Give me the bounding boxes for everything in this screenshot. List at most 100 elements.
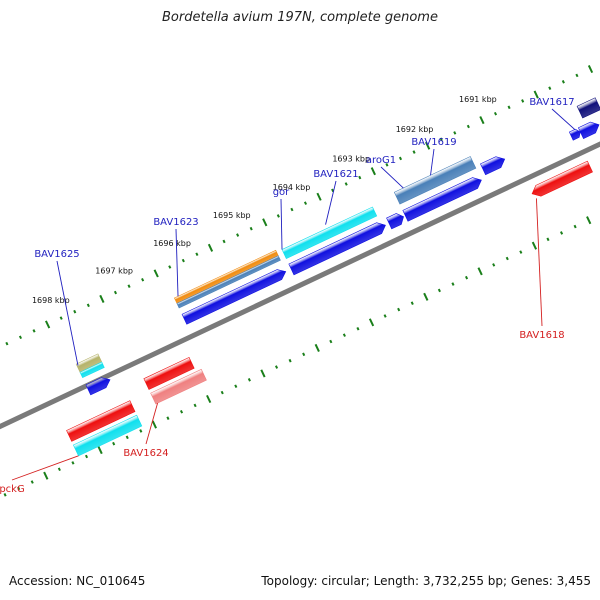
ruler-major-tick (45, 320, 51, 329)
gene-label: BAV1624 (123, 448, 168, 459)
ruler-minor-tick (560, 231, 564, 235)
ruler-minor-tick (573, 224, 577, 229)
ruler-major-tick (207, 243, 214, 252)
gene-label: pckG (0, 484, 25, 495)
ruler-reverse (3, 216, 592, 497)
ruler-label: 1697 kbp (95, 266, 133, 275)
ruler-major-tick (587, 64, 594, 74)
ruler-minor-tick (410, 301, 414, 305)
ruler-minor-tick (505, 256, 509, 261)
ruler-minor-tick (342, 333, 346, 337)
gene-leader-line (175, 228, 179, 297)
ruler-minor-tick (247, 378, 251, 382)
gene-leader-line (535, 198, 543, 327)
ruler-major-tick (314, 343, 320, 352)
ruler-minor-tick (18, 335, 23, 340)
ruler-minor-tick (548, 86, 552, 90)
ruler-minor-tick (383, 314, 387, 318)
gene-feature (176, 255, 281, 309)
gene-feature (386, 213, 404, 230)
ruler-minor-tick (344, 182, 348, 186)
ruler-minor-tick (276, 214, 280, 218)
ruler-minor-tick (507, 105, 511, 110)
gene-feature (281, 206, 378, 259)
gene-feature (72, 414, 143, 457)
ruler-minor-tick (521, 99, 525, 103)
ruler-major-tick (97, 446, 103, 455)
gene-label: BAV1619 (411, 137, 456, 148)
ruler-minor-tick (302, 352, 306, 357)
ruler-major-tick (206, 394, 212, 404)
ruler-minor-tick (139, 429, 143, 433)
ruler-minor-tick (234, 384, 238, 389)
gene-leader-line (145, 403, 159, 445)
ruler-minor-tick (288, 358, 292, 363)
ruler-minor-tick (179, 409, 184, 414)
ruler-minor-tick (141, 277, 145, 282)
ruler-minor-tick (236, 233, 240, 237)
ruler-major-tick (533, 90, 539, 99)
ruler-major-tick (99, 294, 105, 303)
ruler-major-tick (477, 267, 483, 276)
gene-feature (576, 97, 600, 119)
ruler-major-tick (479, 116, 485, 125)
ruler-label: 1691 kbp (459, 95, 497, 104)
gene-feature (79, 361, 105, 379)
ruler-minor-tick (356, 326, 360, 331)
ruler-major-tick (153, 269, 159, 278)
ruler-minor-tick (73, 309, 77, 314)
topology-label: Topology: circular; Length: 3,732,255 bp… (261, 574, 591, 588)
ruler-major-tick (316, 192, 322, 201)
ruler-minor-tick (71, 461, 75, 465)
ruler-major-tick (151, 420, 157, 429)
ruler-major-tick (423, 292, 429, 301)
accession-label: Accession: NC_010645 (9, 574, 146, 588)
ruler-minor-tick (59, 316, 63, 320)
ruler-major-tick (370, 167, 376, 176)
ruler-minor-tick (492, 263, 496, 267)
ruler-minor-tick (290, 207, 294, 212)
ruler-minor-tick (453, 131, 457, 135)
ruler-label: 1692 kbp (396, 125, 434, 134)
gene-feature (143, 356, 195, 390)
ruler-label: 1696 kbp (153, 239, 191, 248)
ruler-minor-tick (57, 467, 61, 472)
ruler-minor-tick (385, 163, 389, 167)
ruler-minor-tick (493, 111, 498, 116)
gene-leader-line (56, 260, 79, 366)
ruler-minor-tick (561, 80, 565, 84)
gene-feature (150, 368, 207, 405)
gene-leader-line (325, 180, 337, 225)
ruler-minor-tick (112, 441, 116, 446)
ruler-minor-tick (195, 252, 199, 257)
ruler-minor-tick (358, 175, 362, 180)
ruler-major-tick (368, 318, 375, 327)
gene-leader-line (280, 198, 283, 250)
ruler-minor-tick (329, 339, 333, 344)
ruler-minor-tick (166, 416, 170, 420)
gene-feature (480, 156, 506, 176)
ruler-minor-tick (249, 226, 253, 231)
ruler-forward (5, 64, 594, 346)
gene-feature (577, 121, 600, 140)
ruler-label: 1694 kbp (273, 183, 311, 192)
ruler-minor-tick (465, 275, 469, 280)
ruler-minor-tick (451, 282, 455, 286)
gene-label: gor (273, 187, 290, 198)
gene-label: BAV1617 (529, 97, 574, 108)
ruler-label: 1698 kbp (32, 296, 70, 305)
ruler-minor-tick (222, 239, 226, 244)
gene-leader-line (430, 148, 435, 176)
ruler-minor-tick (32, 329, 36, 333)
ruler-minor-tick (3, 493, 7, 497)
gene-feature (288, 222, 386, 276)
ruler-minor-tick (519, 250, 523, 254)
ruler-label: 1693 kbp (332, 155, 370, 164)
ruler-minor-tick (168, 265, 172, 269)
gene-label: BAV1625 (34, 249, 79, 260)
ruler-minor-tick (397, 307, 401, 312)
ruler-minor-tick (439, 137, 443, 142)
ruler-major-tick (531, 241, 538, 250)
